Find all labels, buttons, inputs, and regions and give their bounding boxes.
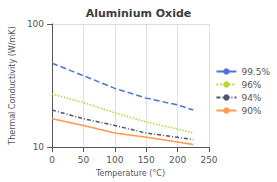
svg-text:96%: 96% [241, 80, 261, 90]
svg-text:0: 0 [49, 155, 55, 165]
svg-text:250: 250 [200, 155, 217, 165]
svg-text:Temperature (°C): Temperature (°C) [95, 169, 165, 178]
svg-text:Aluminium Oxide: Aluminium Oxide [86, 7, 192, 20]
svg-text:90%: 90% [241, 106, 261, 116]
svg-text:50: 50 [78, 155, 90, 165]
svg-text:10: 10 [33, 142, 45, 152]
svg-text:94%: 94% [241, 93, 261, 103]
svg-text:100: 100 [106, 155, 123, 165]
svg-text:200: 200 [169, 155, 186, 165]
svg-text:150: 150 [138, 155, 155, 165]
svg-text:100: 100 [27, 19, 44, 29]
svg-text:Thermal Conductivity (W/mK): Thermal Conductivity (W/mK) [8, 26, 17, 145]
svg-text:99.5%: 99.5% [241, 67, 270, 77]
